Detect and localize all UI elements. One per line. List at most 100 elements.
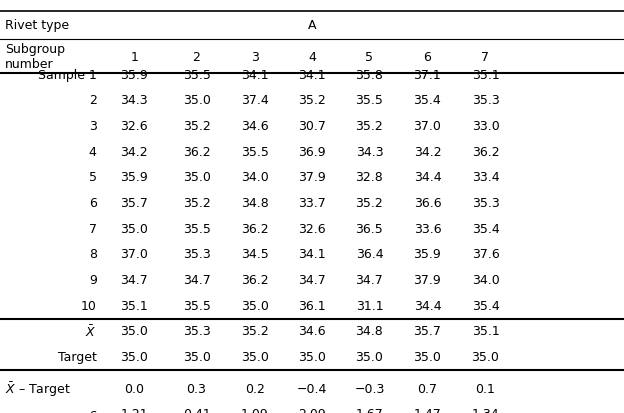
Text: 0.0: 0.0: [124, 382, 144, 395]
Text: 37.0: 37.0: [414, 120, 441, 133]
Text: Target: Target: [58, 350, 97, 363]
Text: 3: 3: [89, 120, 97, 133]
Text: 6: 6: [89, 197, 97, 210]
Text: 35.0: 35.0: [472, 350, 499, 363]
Text: 34.7: 34.7: [120, 273, 148, 287]
Text: 35.4: 35.4: [414, 94, 441, 107]
Text: 5: 5: [89, 171, 97, 184]
Text: 34.6: 34.6: [241, 120, 268, 133]
Text: 35.1: 35.1: [120, 299, 148, 312]
Text: 34.4: 34.4: [414, 299, 441, 312]
Text: 10: 10: [81, 299, 97, 312]
Text: 8: 8: [89, 248, 97, 261]
Text: 5: 5: [366, 51, 373, 64]
Text: 4: 4: [308, 51, 316, 64]
Text: 34.6: 34.6: [298, 325, 326, 338]
Text: 35.9: 35.9: [120, 69, 148, 82]
Text: 36.4: 36.4: [356, 248, 383, 261]
Text: 3: 3: [251, 51, 258, 64]
Text: 35.2: 35.2: [183, 197, 210, 210]
Text: 35.3: 35.3: [472, 197, 499, 210]
Text: 1.09: 1.09: [241, 407, 268, 413]
Text: 33.7: 33.7: [298, 197, 326, 210]
Text: 34.1: 34.1: [298, 69, 326, 82]
Text: 35.9: 35.9: [414, 248, 441, 261]
Text: 34.7: 34.7: [183, 273, 210, 287]
Text: $\bar{X}$ – Target: $\bar{X}$ – Target: [5, 380, 71, 398]
Text: 4: 4: [89, 145, 97, 159]
Text: 37.9: 37.9: [414, 273, 441, 287]
Text: 34.7: 34.7: [356, 273, 383, 287]
Text: $\bar{X}$: $\bar{X}$: [85, 323, 97, 339]
Text: 1: 1: [130, 51, 138, 64]
Text: 35.3: 35.3: [183, 248, 210, 261]
Text: 35.9: 35.9: [120, 171, 148, 184]
Text: 36.1: 36.1: [298, 299, 326, 312]
Text: 6: 6: [424, 51, 431, 64]
Text: 35.1: 35.1: [472, 69, 499, 82]
Text: 36.2: 36.2: [183, 145, 210, 159]
Text: 34.0: 34.0: [241, 171, 268, 184]
Text: 1.21: 1.21: [120, 407, 148, 413]
Text: 35.5: 35.5: [183, 222, 210, 235]
Text: 35.0: 35.0: [120, 325, 148, 338]
Text: s: s: [90, 407, 97, 413]
Text: 35.2: 35.2: [298, 94, 326, 107]
Text: 34.0: 34.0: [472, 273, 499, 287]
Text: 7: 7: [89, 222, 97, 235]
Text: 35.4: 35.4: [472, 299, 499, 312]
Text: 34.3: 34.3: [356, 145, 383, 159]
Text: 0.7: 0.7: [417, 382, 437, 395]
Text: 35.2: 35.2: [356, 197, 383, 210]
Text: 0.41: 0.41: [183, 407, 210, 413]
Text: −0.3: −0.3: [354, 382, 384, 395]
Text: 36.9: 36.9: [298, 145, 326, 159]
Text: 34.2: 34.2: [414, 145, 441, 159]
Text: 35.0: 35.0: [356, 350, 383, 363]
Text: 36.2: 36.2: [472, 145, 499, 159]
Text: 37.9: 37.9: [298, 171, 326, 184]
Text: 34.1: 34.1: [298, 248, 326, 261]
Text: Sample 1: Sample 1: [38, 69, 97, 82]
Text: 2: 2: [193, 51, 200, 64]
Text: A: A: [308, 19, 316, 32]
Text: 34.8: 34.8: [241, 197, 268, 210]
Text: 35.5: 35.5: [356, 94, 383, 107]
Text: 37.0: 37.0: [120, 248, 148, 261]
Text: 36.2: 36.2: [241, 222, 268, 235]
Text: Rivet type: Rivet type: [5, 19, 69, 32]
Text: 37.4: 37.4: [241, 94, 268, 107]
Text: 35.0: 35.0: [183, 171, 210, 184]
Text: 7: 7: [482, 51, 489, 64]
Text: 35.0: 35.0: [120, 350, 148, 363]
Text: 34.5: 34.5: [241, 248, 268, 261]
Text: 9: 9: [89, 273, 97, 287]
Text: 34.2: 34.2: [120, 145, 148, 159]
Text: 2.09: 2.09: [298, 407, 326, 413]
Text: 35.0: 35.0: [414, 350, 441, 363]
Text: 34.7: 34.7: [298, 273, 326, 287]
Text: 33.0: 33.0: [472, 120, 499, 133]
Text: 35.2: 35.2: [183, 120, 210, 133]
Text: 32.6: 32.6: [120, 120, 148, 133]
Text: 1.34: 1.34: [472, 407, 499, 413]
Text: 35.0: 35.0: [183, 94, 210, 107]
Text: 35.0: 35.0: [241, 350, 268, 363]
Text: 35.4: 35.4: [472, 222, 499, 235]
Text: 33.6: 33.6: [414, 222, 441, 235]
Text: 0.1: 0.1: [475, 382, 495, 395]
Text: 35.0: 35.0: [298, 350, 326, 363]
Text: 33.4: 33.4: [472, 171, 499, 184]
Text: −0.4: −0.4: [297, 382, 327, 395]
Text: 2: 2: [89, 94, 97, 107]
Text: 32.6: 32.6: [298, 222, 326, 235]
Text: 36.2: 36.2: [241, 273, 268, 287]
Text: 36.6: 36.6: [414, 197, 441, 210]
Text: 35.5: 35.5: [241, 145, 268, 159]
Text: 35.0: 35.0: [183, 350, 210, 363]
Text: 35.8: 35.8: [356, 69, 383, 82]
Text: 35.2: 35.2: [241, 325, 268, 338]
Text: 35.0: 35.0: [241, 299, 268, 312]
Text: 0.2: 0.2: [245, 382, 265, 395]
Text: 37.6: 37.6: [472, 248, 499, 261]
